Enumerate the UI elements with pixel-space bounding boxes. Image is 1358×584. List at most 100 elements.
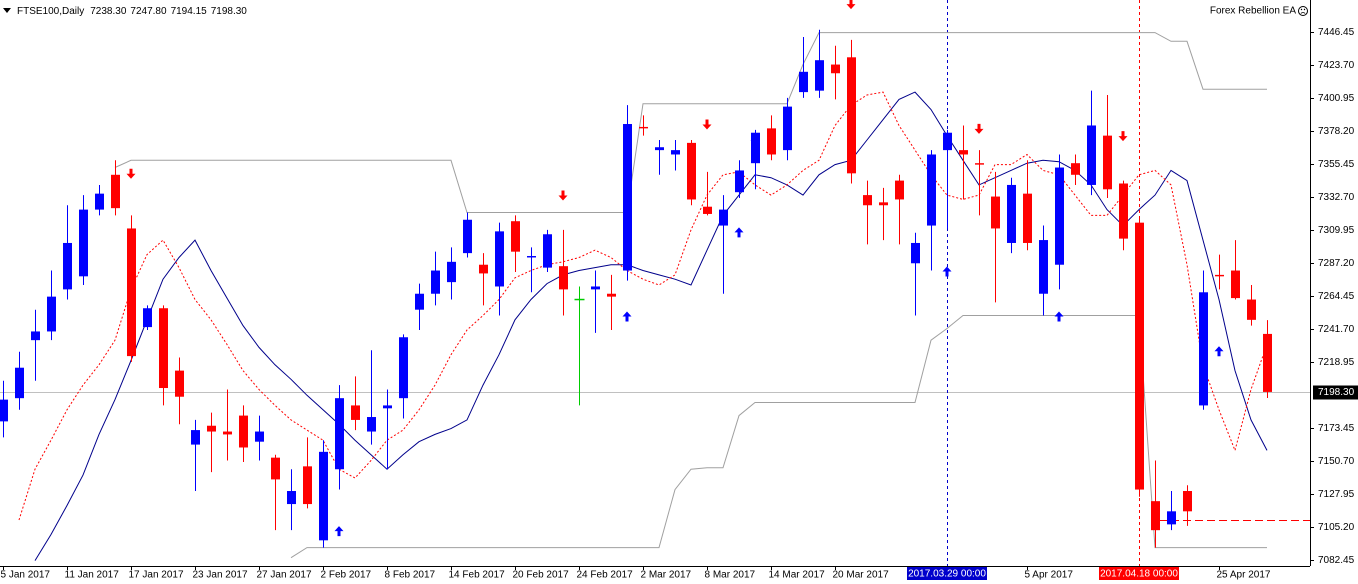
buy-arrow <box>334 526 344 537</box>
candle-body <box>671 150 680 155</box>
candle-body <box>639 126 648 129</box>
x-tick-label: 14 Feb 2017 <box>449 570 506 581</box>
candle-body <box>1007 184 1016 243</box>
candle-body <box>863 195 872 206</box>
candle-body <box>63 242 72 290</box>
candle-body <box>687 142 696 200</box>
x-tick-label: 20 Mar 2017 <box>833 570 890 581</box>
candle-body <box>991 196 1000 229</box>
x-tick-label: 5 Jan 2017 <box>1 570 51 581</box>
candle-body <box>95 193 104 210</box>
x-tick-label: 20 Feb 2017 <box>513 570 570 581</box>
y-tick-label: 7173.45 <box>1318 423 1355 434</box>
candle-body <box>1151 501 1160 531</box>
plot-area <box>0 0 1310 566</box>
y-tick-label: 7378.20 <box>1318 126 1355 137</box>
open-label: 7238.30 <box>90 6 127 17</box>
candle-body <box>191 430 200 445</box>
candle-body <box>207 425 216 432</box>
x-tick-label: 2 Feb 2017 <box>321 570 372 581</box>
candle-body <box>1167 511 1176 525</box>
candle-body <box>111 174 120 209</box>
x-tick-label: 8 Mar 2017 <box>705 570 756 581</box>
candle-body <box>79 209 88 277</box>
candle-body <box>1247 299 1256 320</box>
candle-body <box>527 256 536 258</box>
candle-body <box>511 221 520 252</box>
current-price-label: 7198.30 <box>1318 387 1355 398</box>
candle-body <box>1023 193 1032 243</box>
low-label: 7194.15 <box>171 6 208 17</box>
vertical-line-label-box <box>907 567 987 580</box>
candle-body <box>895 180 904 200</box>
symbol: FTSE100,Daily <box>17 6 84 17</box>
candle-body <box>559 266 568 290</box>
candle-body <box>1071 163 1080 175</box>
close-label: 7198.30 <box>211 6 248 17</box>
buy-arrow <box>622 311 632 322</box>
candle-body <box>879 202 888 206</box>
candle-body <box>847 57 856 174</box>
sell-arrow <box>126 168 136 179</box>
axes: 7446.45 7423.70 7400.95 7378.20 7355.45 7332.… <box>1 27 1358 581</box>
buy-arrow <box>1054 311 1064 322</box>
candle-body <box>287 491 296 505</box>
y-tick-label: 7332.70 <box>1318 192 1355 203</box>
candle-body <box>783 106 792 151</box>
x-tick-label: 17 Jan 2017 <box>129 570 184 581</box>
candle-body <box>831 64 840 74</box>
candle-body <box>399 337 408 399</box>
candle-body <box>1263 333 1272 392</box>
x-tick-label: 11 Jan 2017 <box>65 570 120 581</box>
x-tick-label: 14 Mar 2017 <box>769 570 826 581</box>
candle-body <box>1215 274 1224 277</box>
candle-body <box>1039 240 1048 294</box>
candle-body <box>911 242 920 264</box>
indicator-line <box>34 91 1268 561</box>
y-tick-label: 7082.45 <box>1318 555 1355 566</box>
y-tick-label: 7423.70 <box>1318 60 1355 71</box>
candle-body <box>927 154 936 226</box>
vertical-line-label-box <box>1099 567 1179 580</box>
candle-body <box>543 234 552 268</box>
candle-body <box>1231 270 1240 299</box>
candle-body <box>479 264 488 274</box>
candle-body <box>751 132 760 164</box>
candle-body <box>495 231 504 287</box>
candle-body <box>447 261 456 283</box>
candle-body <box>1199 292 1208 406</box>
candle-body <box>383 405 392 409</box>
candle-body <box>159 308 168 389</box>
y-tick-label: 7241.70 <box>1318 324 1355 335</box>
candle-body <box>15 367 24 399</box>
candle-body <box>975 163 984 165</box>
buy-arrow <box>750 135 760 146</box>
candle-body <box>1055 167 1064 265</box>
candle-body <box>255 431 264 442</box>
sell-arrow <box>974 123 984 134</box>
candle-body <box>943 132 952 151</box>
vertical-line-label: 2017.03.29 00:00 <box>908 569 986 580</box>
candle-body <box>143 308 152 328</box>
y-tick-label: 7264.45 <box>1318 291 1355 302</box>
candle-body <box>239 415 248 448</box>
menu-triangle <box>3 8 11 13</box>
x-tick-label: 27 Jan 2017 <box>257 570 312 581</box>
y-tick-label: 7400.95 <box>1318 93 1355 104</box>
sell-arrow <box>846 0 856 10</box>
candle-body <box>735 170 744 193</box>
indicator-line <box>114 32 1267 213</box>
y-tick-label: 7150.70 <box>1318 456 1355 467</box>
candle-body <box>271 457 280 480</box>
candle-body <box>31 331 40 341</box>
buy-arrow <box>1214 346 1224 357</box>
x-tick-label: 8 Feb 2017 <box>385 570 436 581</box>
high-label: 7247.80 <box>130 6 167 17</box>
candle-body <box>767 128 776 155</box>
candle-body <box>415 293 424 310</box>
sell-arrow <box>1118 131 1128 142</box>
candle-body <box>319 451 328 541</box>
y-tick-label: 7218.95 <box>1318 357 1355 368</box>
